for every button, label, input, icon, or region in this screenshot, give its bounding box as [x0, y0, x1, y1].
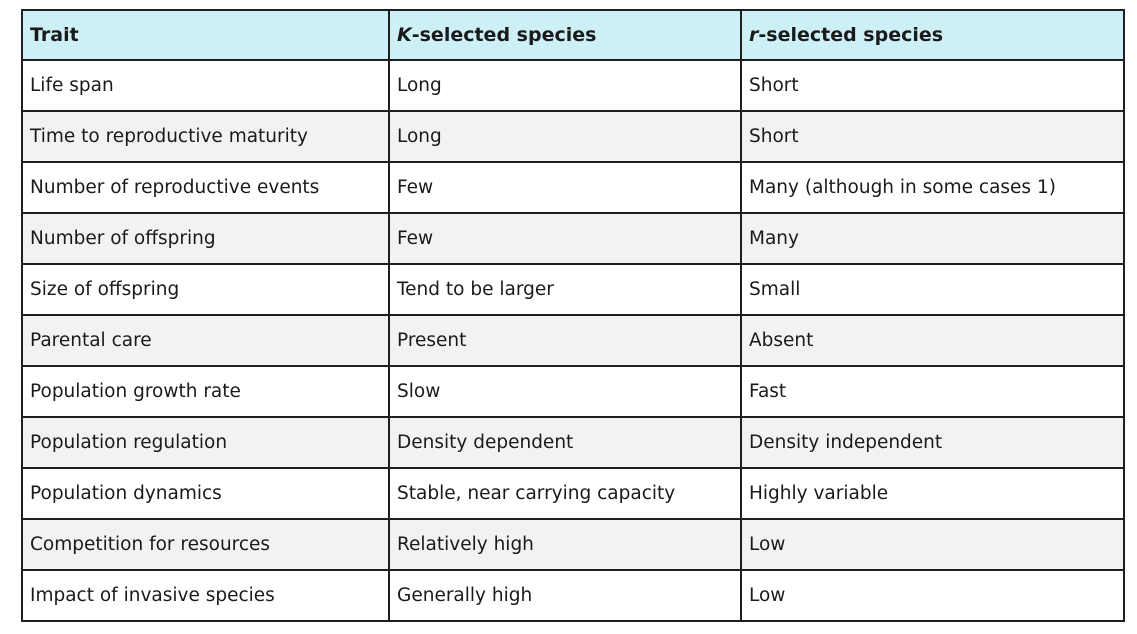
- table-row: Competition for resources Relatively hig…: [21, 518, 1125, 571]
- k-selected-cell: Long: [388, 59, 742, 112]
- header-row: Trait K-selected species r-selected spec…: [21, 9, 1125, 61]
- table-row: Impact of invasive species Generally hig…: [21, 569, 1125, 622]
- k-selected-cell: Slow: [388, 365, 742, 418]
- table-row: Time to reproductive maturity Long Short: [21, 110, 1125, 163]
- header-trait: Trait: [21, 9, 390, 61]
- table-row: Population dynamics Stable, near carryin…: [21, 467, 1125, 520]
- header-r-letter: r: [749, 24, 759, 46]
- trait-cell: Competition for resources: [21, 518, 390, 571]
- trait-cell: Parental care: [21, 314, 390, 367]
- trait-cell: Population regulation: [21, 416, 390, 469]
- k-selected-cell: Present: [388, 314, 742, 367]
- r-selected-cell: Many (although in some cases 1): [740, 161, 1125, 214]
- trait-cell: Size of offspring: [21, 263, 390, 316]
- table-row: Life span Long Short: [21, 59, 1125, 112]
- r-selected-cell: Small: [740, 263, 1125, 316]
- traits-comparison-table: Trait K-selected species r-selected spec…: [21, 9, 1125, 622]
- header-k-letter: K: [397, 24, 412, 46]
- k-selected-cell: Tend to be larger: [388, 263, 742, 316]
- table-header: Trait K-selected species r-selected spec…: [21, 9, 1125, 61]
- k-selected-cell: Density dependent: [388, 416, 742, 469]
- r-selected-cell: Short: [740, 59, 1125, 112]
- header-r-selected: r-selected species: [740, 9, 1125, 61]
- table-body: Life span Long Short Time to reproductiv…: [21, 59, 1125, 622]
- r-selected-cell: Highly variable: [740, 467, 1125, 520]
- k-selected-cell: Few: [388, 161, 742, 214]
- header-trait-label: Trait: [30, 24, 79, 46]
- header-k-label: -selected species: [411, 24, 597, 46]
- table-row: Population regulation Density dependent …: [21, 416, 1125, 469]
- trait-cell: Number of offspring: [21, 212, 390, 265]
- k-selected-cell: Few: [388, 212, 742, 265]
- trait-cell: Population growth rate: [21, 365, 390, 418]
- table-row: Number of reproductive events Few Many (…: [21, 161, 1125, 214]
- k-selected-cell: Long: [388, 110, 742, 163]
- header-k-selected: K-selected species: [388, 9, 742, 61]
- r-selected-cell: Absent: [740, 314, 1125, 367]
- k-selected-cell: Generally high: [388, 569, 742, 622]
- trait-cell: Number of reproductive events: [21, 161, 390, 214]
- r-selected-cell: Short: [740, 110, 1125, 163]
- header-r-label: -selected species: [758, 24, 944, 46]
- r-selected-cell: Density independent: [740, 416, 1125, 469]
- table-row: Number of offspring Few Many: [21, 212, 1125, 265]
- table-row: Parental care Present Absent: [21, 314, 1125, 367]
- k-selected-cell: Stable, near carrying capacity: [388, 467, 742, 520]
- r-selected-cell: Low: [740, 518, 1125, 571]
- trait-cell: Impact of invasive species: [21, 569, 390, 622]
- trait-cell: Population dynamics: [21, 467, 390, 520]
- table-row: Size of offspring Tend to be larger Smal…: [21, 263, 1125, 316]
- table-row: Population growth rate Slow Fast: [21, 365, 1125, 418]
- trait-cell: Life span: [21, 59, 390, 112]
- k-selected-cell: Relatively high: [388, 518, 742, 571]
- r-selected-cell: Low: [740, 569, 1125, 622]
- trait-cell: Time to reproductive maturity: [21, 110, 390, 163]
- r-selected-cell: Many: [740, 212, 1125, 265]
- r-selected-cell: Fast: [740, 365, 1125, 418]
